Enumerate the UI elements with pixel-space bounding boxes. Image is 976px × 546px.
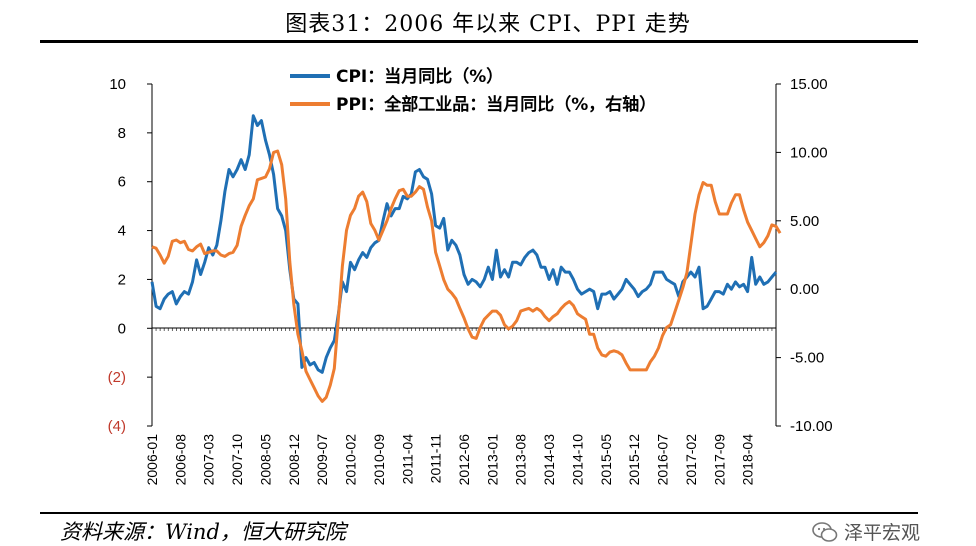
chart-title: 图表31：2006 年以来 CPI、PPI 走势 bbox=[285, 12, 691, 37]
x-tick-label: 2010-02 bbox=[343, 434, 359, 486]
x-tick-label: 2007-03 bbox=[201, 434, 217, 486]
x-tick-label: 2016-07 bbox=[655, 434, 671, 486]
legend-label-ppi: PPI：全部工业品：当月同比（%，右轴） bbox=[336, 94, 656, 115]
x-tick-label: 2010-09 bbox=[371, 434, 387, 486]
x-tick-label: 2012-06 bbox=[456, 434, 472, 486]
ppi-line bbox=[151, 149, 782, 403]
left-tick-label: 6 bbox=[118, 174, 126, 191]
x-tick-label: 2009-07 bbox=[314, 434, 330, 486]
chart-legend: CPI：当月同比（%） PPI：全部工业品：当月同比（%，右轴） bbox=[290, 66, 656, 115]
chart-axes bbox=[151, 84, 777, 426]
x-tick-label: 2014-03 bbox=[541, 434, 557, 486]
x-tick-label: 2014-10 bbox=[569, 434, 585, 486]
chart-lines bbox=[150, 114, 782, 403]
x-tick-label: 2008-05 bbox=[257, 434, 273, 486]
source-note: 资料来源：Wind，恒大研究院 bbox=[60, 520, 346, 544]
x-tick-label: 2015-05 bbox=[598, 434, 614, 486]
right-tick-label: -5.00 bbox=[790, 350, 824, 367]
x-tick-label: 2017-09 bbox=[711, 434, 727, 486]
right-tick-label: 15.00 bbox=[790, 76, 828, 93]
left-tick-label: 2 bbox=[118, 271, 126, 288]
source-rule bbox=[40, 512, 918, 514]
x-tick-label: 2006-01 bbox=[144, 434, 160, 486]
watermark-text: 泽平宏观 bbox=[844, 522, 921, 544]
wechat-icon bbox=[812, 521, 838, 542]
x-tick-label: 2007-10 bbox=[229, 434, 245, 486]
x-tick-label: 2015-12 bbox=[626, 434, 642, 486]
right-tick-label: 5.00 bbox=[790, 213, 819, 230]
right-tick-label: -10.00 bbox=[790, 418, 833, 435]
x-tick-label: 2017-02 bbox=[683, 434, 699, 486]
title-rule bbox=[40, 40, 918, 43]
x-tick-label: 2008-12 bbox=[286, 434, 302, 486]
x-tick-label: 2006-08 bbox=[172, 434, 188, 486]
x-tick-label: 2013-08 bbox=[513, 434, 529, 486]
x-tick-label: 2013-01 bbox=[484, 434, 500, 486]
watermark: 泽平宏观 bbox=[812, 518, 920, 545]
left-tick-label: 0 bbox=[118, 320, 126, 337]
left-tick-label: 8 bbox=[118, 125, 126, 142]
x-tick-label: 2018-04 bbox=[740, 434, 756, 486]
right-tick-label: 0.00 bbox=[790, 281, 819, 298]
left-tick-label: (4) bbox=[108, 418, 126, 435]
chart-ticks: 10 8 6 4 2 0 (2) (4) 15.00 10.00 5.00 0.00 -5.00 -10.… bbox=[108, 76, 833, 485]
left-tick-label: (2) bbox=[108, 369, 126, 386]
left-tick-label: 4 bbox=[118, 223, 126, 240]
x-tick-label: 2011-04 bbox=[399, 434, 415, 485]
x-tick-label: 2011-11 bbox=[428, 434, 444, 484]
right-tick-label: 10.00 bbox=[790, 144, 828, 161]
cpi-line bbox=[150, 114, 778, 374]
legend-label-cpi: CPI：当月同比（%） bbox=[336, 66, 503, 87]
left-tick-label: 10 bbox=[109, 76, 126, 93]
